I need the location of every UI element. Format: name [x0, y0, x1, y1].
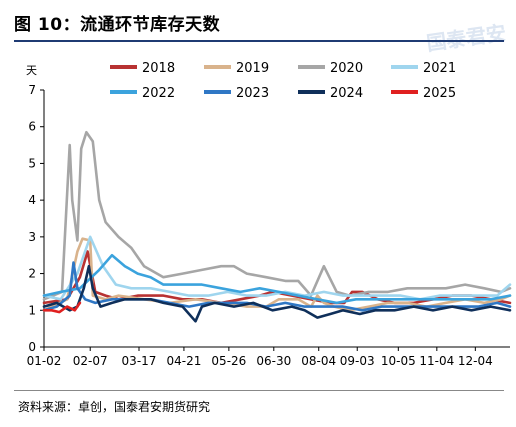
series-line-2022 — [42, 253, 512, 305]
y-tick-label: 0 — [28, 340, 36, 354]
x-tick-label: 03-17 — [122, 354, 157, 368]
legend-label-2025: 2025 — [423, 86, 456, 101]
series-line-2021 — [42, 235, 512, 301]
series-line-2024 — [42, 264, 512, 323]
y-tick-label: 1 — [28, 303, 36, 317]
y-tick-label: 3 — [28, 230, 36, 244]
source-divider — [14, 390, 504, 391]
x-tick-label: 01-02 — [27, 354, 62, 368]
x-tick-label: 08-04 — [301, 354, 336, 368]
line-chart: 天 0 1 2 3 4 5 6 7 01-02 02-07 03-17 04-21 05-26 06-30 0… — [26, 61, 512, 368]
x-tick-label: 05-26 — [211, 354, 246, 368]
title-divider — [14, 40, 504, 42]
y-tick-label: 4 — [28, 193, 36, 207]
x-tick-label: 10-05 — [381, 354, 416, 368]
figure-title: 图 10：流通环节库存天数 — [14, 15, 221, 35]
legend-label-2024: 2024 — [330, 86, 363, 101]
y-tick-label: 5 — [28, 156, 36, 170]
x-tick-label: 12-04 — [458, 354, 493, 368]
x-tick-label: 11-04 — [419, 354, 454, 368]
legend-label-2018: 2018 — [142, 61, 175, 76]
y-axis-unit-label: 天 — [26, 64, 37, 77]
legend-label-2019: 2019 — [236, 61, 269, 76]
x-tick-label: 04-21 — [166, 354, 201, 368]
y-tick-label: 7 — [28, 83, 36, 97]
legend-label-2023: 2023 — [236, 86, 269, 101]
legend-label-2020: 2020 — [330, 61, 363, 76]
legend-label-2022: 2022 — [142, 86, 175, 101]
x-tick-label: 09-03 — [340, 354, 375, 368]
x-tick-label: 02-07 — [73, 354, 108, 368]
y-tick-label: 2 — [28, 267, 36, 281]
x-tick-label: 06-30 — [256, 354, 291, 368]
y-tick-label: 6 — [28, 120, 36, 134]
series-line-2025 — [42, 301, 82, 314]
source-note: 资料来源：卓创，国泰君安期货研究 — [18, 400, 211, 414]
legend-label-2021: 2021 — [423, 61, 456, 76]
series-line-2020 — [42, 130, 512, 301]
